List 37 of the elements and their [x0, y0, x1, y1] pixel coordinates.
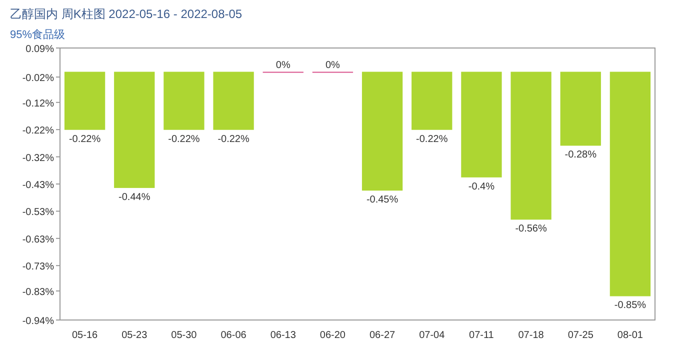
chart-title: 乙醇国内 周K柱图 2022-05-16 - 2022-08-05 — [10, 7, 242, 21]
data-label: -0.56% — [515, 224, 547, 235]
y-tick-label: -0.22% — [22, 126, 54, 137]
chart-subtitle: 95%食品级 — [10, 29, 66, 41]
y-tick-label: -0.53% — [22, 207, 54, 218]
y-tick-label: -0.43% — [22, 180, 54, 191]
data-label: -0.45% — [366, 194, 398, 206]
x-tick-label: 05-16 — [72, 330, 98, 341]
x-tick-label: 06-13 — [270, 330, 296, 341]
data-label: -0.85% — [614, 300, 646, 312]
x-tick-label: 07-11 — [469, 330, 494, 341]
data-label: -0.22% — [416, 134, 448, 145]
data-label: -0.44% — [118, 192, 150, 203]
x-tick-label: 05-30 — [171, 330, 198, 341]
data-label: -0.4% — [468, 181, 495, 192]
y-tick-label: -0.12% — [22, 98, 54, 110]
y-tick-label: -0.63% — [22, 234, 54, 246]
x-tick-label: 05-23 — [122, 330, 148, 341]
data-label: 0% — [325, 60, 340, 71]
data-label: -0.22% — [68, 134, 101, 145]
y-tick-label: -0.32% — [22, 152, 54, 164]
y-tick-label: -0.83% — [22, 286, 54, 298]
x-tick-label: 07-18 — [518, 330, 544, 341]
x-tick-label: 06-27 — [370, 330, 396, 341]
y-tick-label: 0.09% — [26, 44, 54, 55]
y-tick-label: -0.94% — [22, 316, 54, 327]
y-tick-label: -0.73% — [22, 262, 54, 273]
data-label: -0.22% — [168, 134, 200, 145]
x-tick-label: 07-04 — [419, 330, 446, 341]
x-tick-label: 08-01 — [617, 330, 644, 341]
data-label: -0.28% — [564, 150, 597, 161]
data-label: 0% — [276, 60, 290, 71]
x-tick-label: 06-06 — [220, 330, 247, 341]
x-tick-label: 07-25 — [568, 330, 594, 341]
data-label: -0.22% — [218, 134, 250, 145]
x-tick-label: 06-20 — [320, 330, 346, 341]
y-tick-label: -0.02% — [22, 73, 54, 84]
